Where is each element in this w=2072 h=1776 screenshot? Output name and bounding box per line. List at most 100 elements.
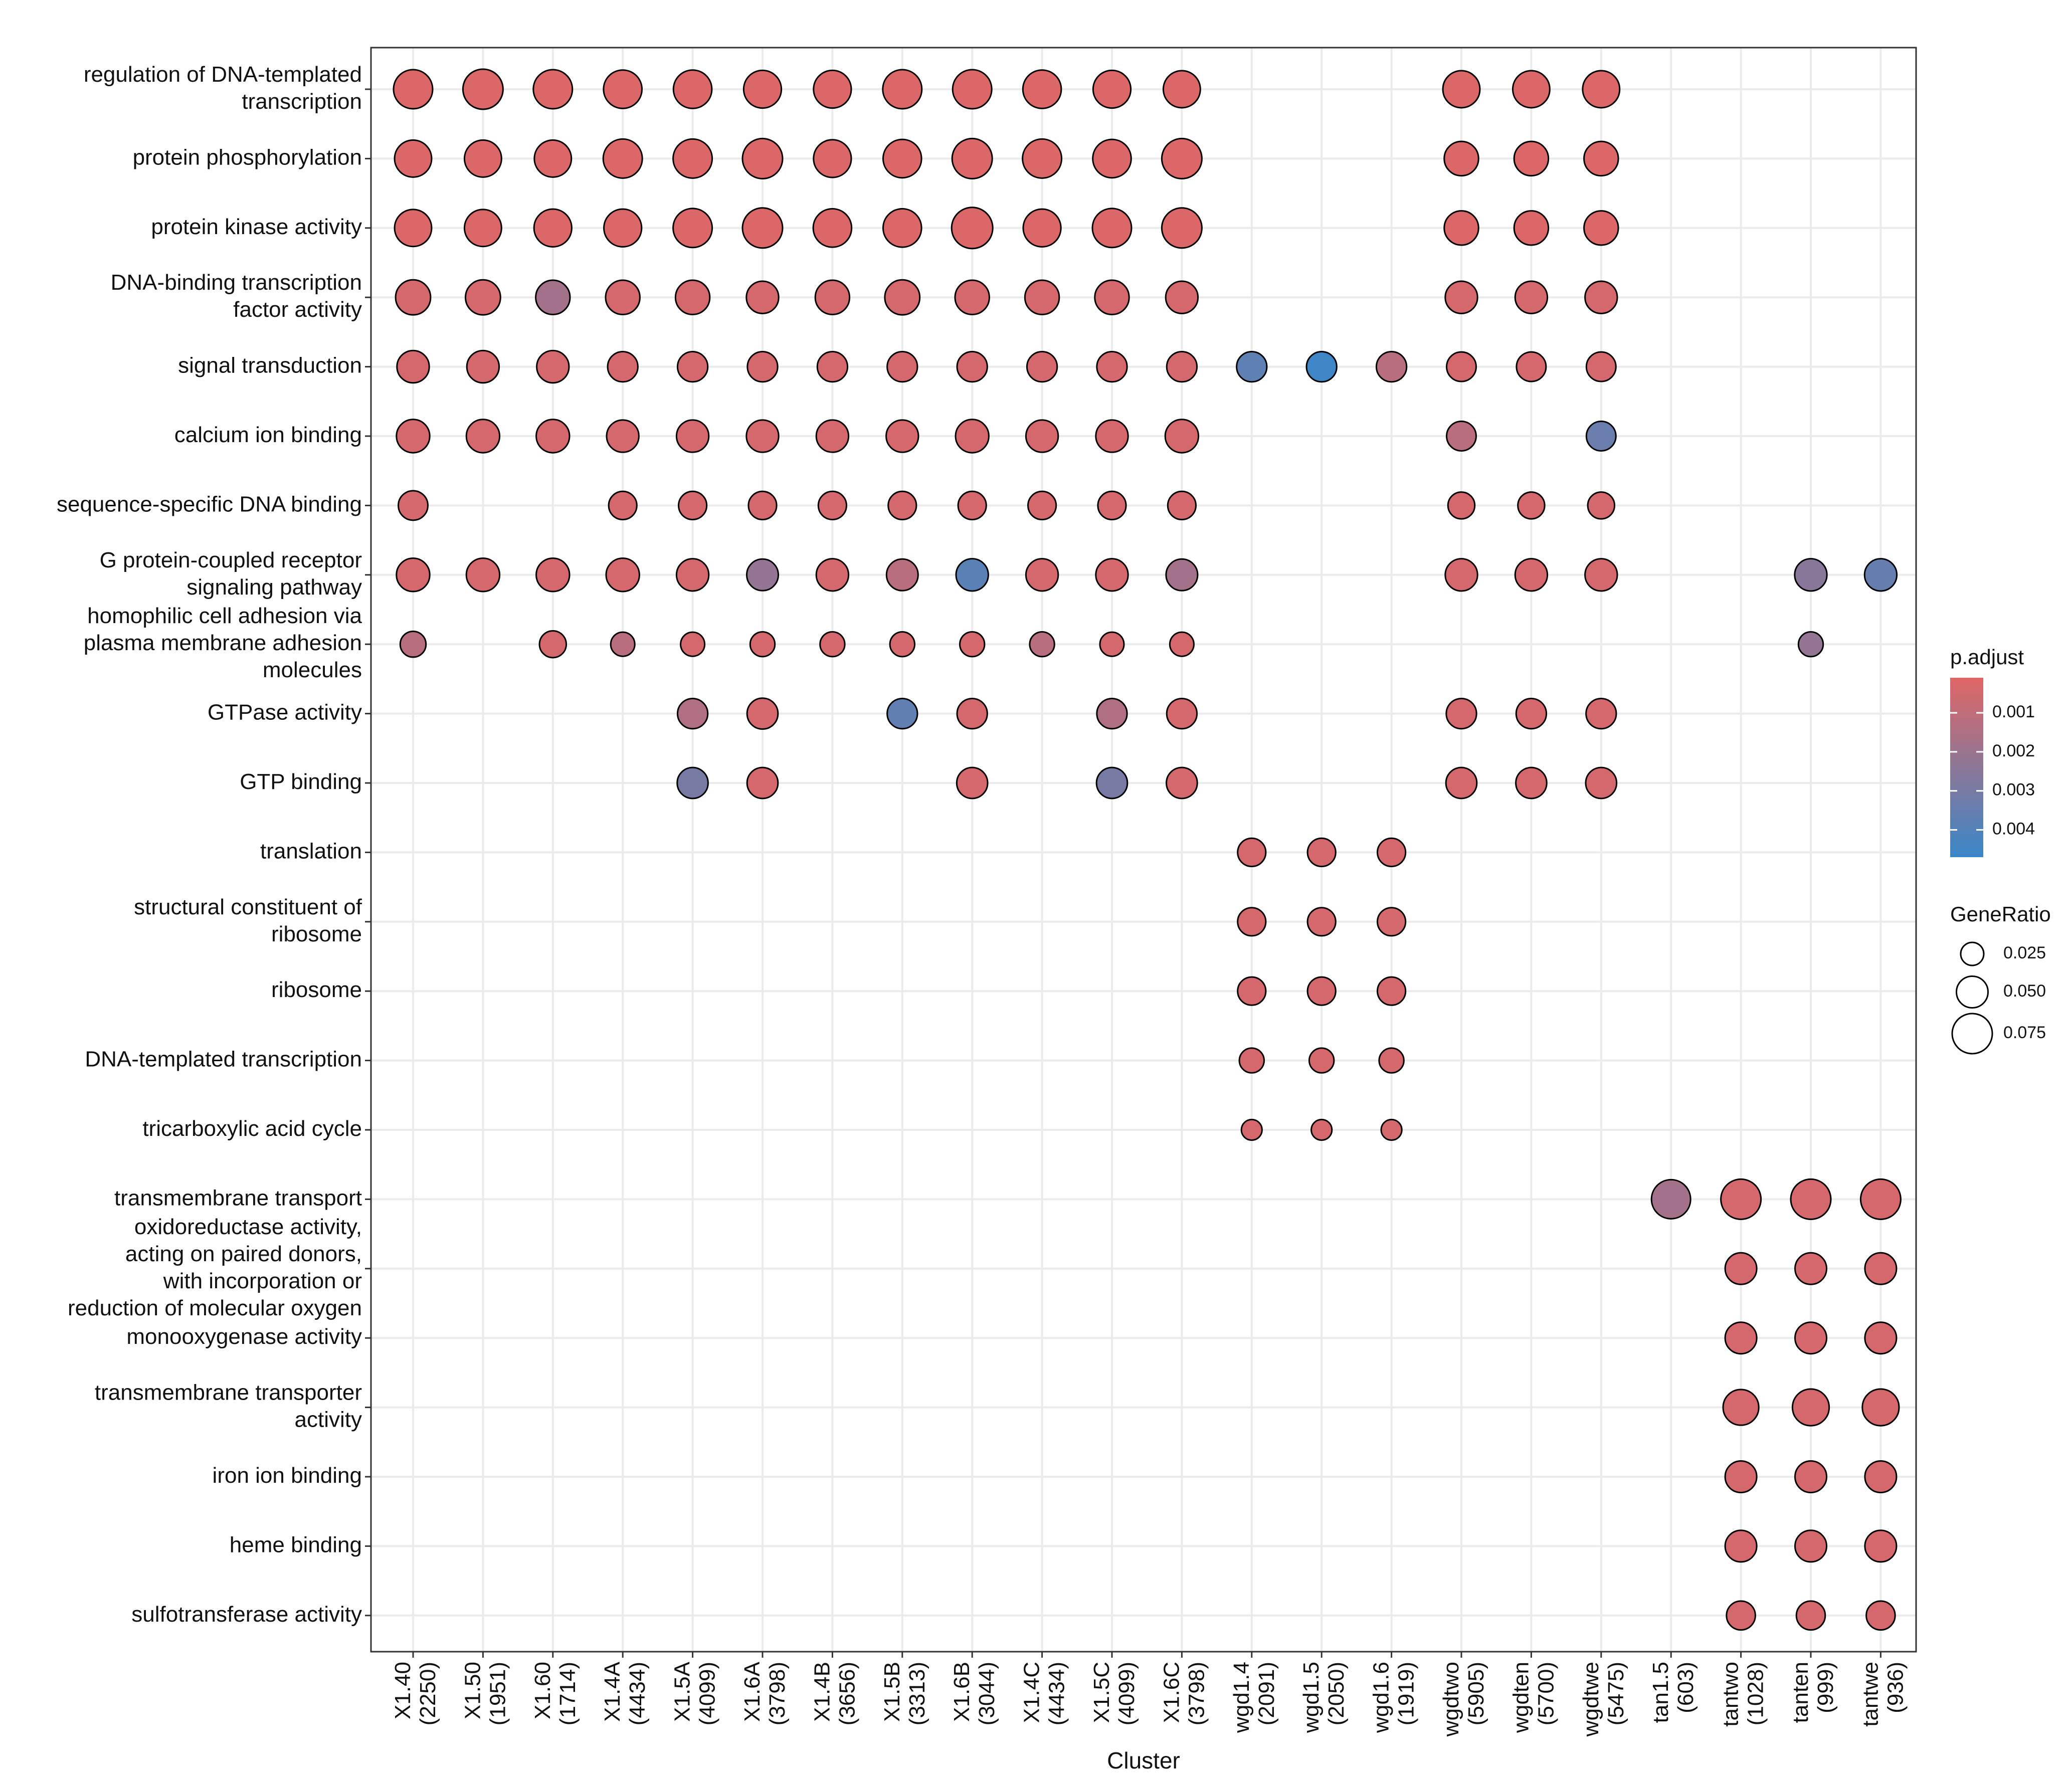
data-point: [399, 630, 427, 658]
data-point: [1722, 1389, 1760, 1426]
y-tick-label: transmembrane transporter activity: [95, 1380, 362, 1432]
data-point: [1794, 1529, 1827, 1563]
data-point: [675, 419, 710, 453]
x-tick-label: wgdtwo(5905): [1439, 1662, 1488, 1737]
data-point: [1863, 558, 1898, 592]
data-point: [956, 697, 988, 730]
data-point: [1026, 350, 1058, 383]
data-point: [1027, 490, 1057, 521]
data-point: [886, 350, 918, 383]
y-tick-label: sulfotransferase activity: [131, 1602, 362, 1626]
data-point: [1443, 140, 1479, 177]
data-point: [889, 631, 916, 658]
data-point: [395, 279, 432, 316]
data-point: [1165, 280, 1199, 314]
x-axis-title: Cluster: [1107, 1747, 1180, 1773]
data-point: [1797, 631, 1824, 658]
size-legend-label: 0.050: [2003, 981, 2046, 1001]
y-tick-label: GTPase activity: [208, 700, 362, 724]
x-tick-label: X1.4C(4434): [1020, 1662, 1069, 1725]
data-point: [1022, 208, 1062, 248]
color-legend-label: 0.001: [1992, 702, 2035, 721]
data-point: [1791, 1388, 1830, 1427]
data-point: [1515, 766, 1548, 800]
y-tick-label: protein phosphorylation: [133, 145, 362, 169]
data-point: [1169, 631, 1195, 657]
data-point: [672, 69, 713, 109]
data-point: [1166, 350, 1198, 383]
size-legend: GeneRatio 0.025 0.050 0.075: [1950, 902, 2051, 1055]
data-point: [815, 558, 850, 592]
plot-panel-border: [370, 47, 1917, 1653]
y-tick-label: homophilic cell adhesion via plasma membr…: [84, 604, 362, 682]
data-point: [394, 209, 433, 248]
x-tick-label: tantwe(936): [1858, 1662, 1908, 1727]
data-point: [1096, 350, 1128, 383]
data-point: [956, 350, 988, 383]
x-tick-label: X1.6B(3044): [950, 1662, 999, 1725]
data-point: [1444, 280, 1478, 314]
x-tick-label: X1.5C(4099): [1089, 1662, 1139, 1725]
data-point: [1446, 421, 1477, 452]
y-tick-label: DNA-binding transcription factor activity: [111, 270, 362, 322]
x-tick-label: X1.50(1951): [460, 1662, 510, 1725]
data-point: [1865, 1600, 1896, 1631]
x-tick-label: X1.6C(3798): [1159, 1662, 1209, 1725]
size-legend-key: [1960, 941, 1985, 966]
data-point: [533, 139, 573, 178]
data-point: [959, 631, 986, 658]
data-point: [1380, 1118, 1403, 1141]
data-point: [1377, 976, 1407, 1006]
data-point: [1164, 419, 1200, 454]
y-tick-label: structural constituent of ribosome: [134, 894, 362, 946]
data-point: [954, 279, 990, 315]
data-point: [1306, 907, 1337, 937]
data-point: [1029, 631, 1055, 658]
x-tick-label: X1.6A(3798): [740, 1661, 790, 1725]
data-point: [672, 138, 713, 179]
data-point: [1790, 1178, 1832, 1220]
y-axis: regulation of DNA-templated transcription…: [57, 62, 371, 1626]
data-point: [746, 558, 779, 591]
color-legend-title: p.adjust: [1950, 645, 2024, 669]
data-point: [951, 207, 994, 250]
data-point: [1375, 350, 1408, 383]
data-point: [749, 631, 776, 658]
data-point: [1444, 558, 1478, 592]
data-point: [1794, 1252, 1827, 1285]
data-point: [819, 631, 846, 658]
size-legend-key: [1956, 975, 1989, 1009]
size-legend-label: 0.075: [2003, 1023, 2046, 1042]
data-point: [1861, 1388, 1900, 1427]
y-tick-label: GTP binding: [240, 769, 362, 794]
data-point: [396, 349, 430, 384]
data-point: [1515, 697, 1548, 730]
data-point: [1236, 350, 1268, 383]
data-point: [536, 349, 570, 384]
color-legend-label: 0.003: [1992, 780, 2035, 800]
y-tick-label: oxidoreductase activity, acting on paired…: [68, 1214, 362, 1320]
x-tick-label: wgd1.5(2050): [1299, 1662, 1349, 1733]
x-tick-label: tantwo(1028): [1719, 1662, 1768, 1727]
data-point: [674, 279, 711, 315]
data-point: [1162, 70, 1201, 109]
data-point: [396, 557, 431, 593]
data-point: [747, 490, 778, 521]
data-point: [1305, 350, 1338, 383]
data-point: [672, 208, 713, 249]
data-point: [1794, 558, 1828, 592]
y-tick-label: iron ion binding: [213, 1463, 362, 1488]
data-point: [1237, 837, 1267, 868]
x-tick-label: wgd1.4(2091): [1229, 1662, 1279, 1733]
data-point: [1166, 697, 1198, 730]
data-point: [1022, 69, 1062, 109]
data-point: [1161, 207, 1203, 249]
data-point: [1443, 210, 1479, 246]
data-point: [956, 766, 989, 800]
data-point: [885, 558, 919, 591]
data-point: [1512, 70, 1551, 109]
data-point: [1859, 1178, 1902, 1220]
data-point: [1726, 1600, 1756, 1631]
color-legend-label: 0.002: [1992, 741, 2035, 760]
